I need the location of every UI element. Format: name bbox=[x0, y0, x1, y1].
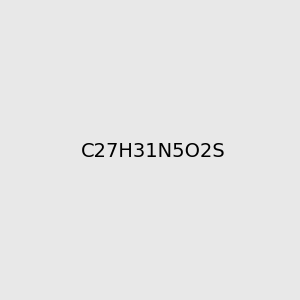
Text: C27H31N5O2S: C27H31N5O2S bbox=[81, 142, 226, 161]
